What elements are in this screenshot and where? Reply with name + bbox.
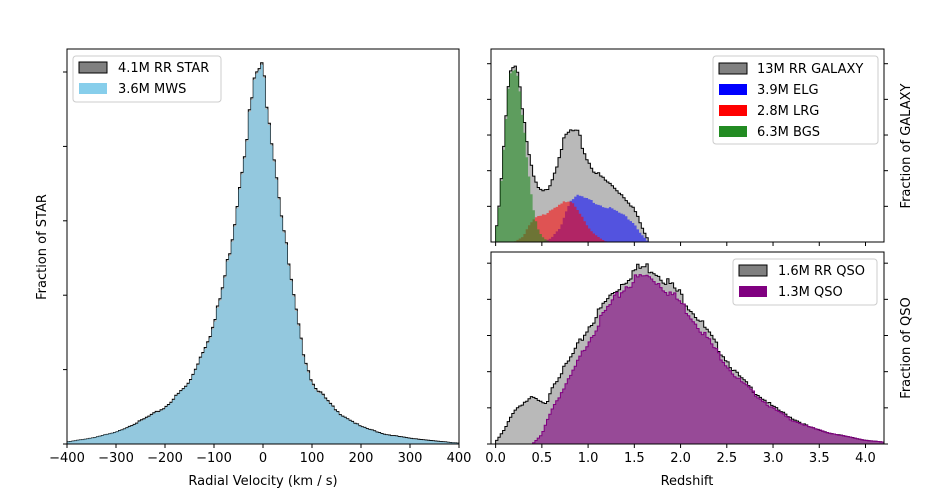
left-x-tick-label: 0 [259,451,267,466]
left-x-tick-label: −300 [98,451,134,466]
left-x-tick-label: 200 [349,451,374,466]
bottom-right-x-tick-label: 2.5 [716,451,737,466]
legend-swatch-lrg [719,105,747,116]
histogram-qso [532,274,885,445]
top-right-legend-box [712,55,879,145]
left-x-tick-label: 100 [300,451,325,466]
left-x-axis-label: Radial Velocity (km / s) [188,474,337,489]
legend-swatch-rr-qso [738,264,768,277]
left-x-ticks: −400 −300 −200 −100 0 100 200 300 400 [49,444,471,466]
bottom-right-x-tick-label: 1.0 [578,451,599,466]
left-x-tick-label: −200 [147,451,183,466]
legend-label-bgs: 6.3M BGS [757,125,820,140]
left-x-tick-label: −100 [196,451,232,466]
legend-label-rr-galaxy: 13M RR GALAXY [757,62,863,77]
legend-label-mws: 3.6M MWS [118,82,186,97]
bottom-right-x-tick-label: 2.0 [670,451,691,466]
bottom-right-axes-frame [490,251,885,445]
left-y-axis-label: Fraction of STAR [35,194,50,300]
histogram-mws [67,64,459,445]
bottom-right-y-axis-label: Fraction of QSO [899,297,914,398]
top-right-y-axis-label: Fraction of GALAXY [899,83,914,208]
top-right-legend: 13M RR GALAXY 3.9M ELG 2.8M LRG 6.3M BGS [712,55,879,145]
bottom-right-x-axis-label: Redshift [661,474,714,489]
legend-label-qso: 1.3M QSO [778,285,843,300]
bottom-right-x-tick-label: 3.5 [809,451,830,466]
left-x-tick-label: 300 [398,451,423,466]
bottom-right-x-tick-label: 4.0 [855,451,876,466]
left-x-tick-label: 400 [447,451,472,466]
top-right-ticks [487,63,888,246]
histogram-bgs [495,69,552,242]
legend-label-rr-star: 4.1M RR STAR [118,61,209,76]
bottom-right-legend-box [732,258,878,306]
legend-swatch-elg [719,84,747,95]
bottom-right-x-tick-label: 0.0 [485,451,506,466]
bottom-right-legend: 1.6M RR QSO 1.3M QSO [732,258,878,306]
left-legend: 4.1M RR STAR 3.6M MWS [72,55,222,103]
legend-label-lrg: 2.8M LRG [757,104,819,119]
legend-label-elg: 3.9M ELG [757,83,819,98]
legend-swatch-qso [739,286,767,297]
bottom-right-series-group [495,263,885,445]
bottom-right-x-ticks: 0.0 0.5 1.0 1.5 2.0 2.5 3.0 3.5 4.0 [485,444,876,466]
bottom-right-x-tick-label: 1.5 [624,451,645,466]
bottom-right-panel: 0.0 0.5 1.0 1.5 2.0 2.5 3.0 3.5 4.0 Redshift Fra… [485,251,914,489]
legend-swatch-rr-galaxy [718,62,748,75]
legend-label-rr-qso: 1.6M RR QSO [778,264,865,279]
bottom-right-x-tick-label: 0.5 [532,451,553,466]
top-right-panel: Fraction of GALAXY 13M RR GALAXY 3.9M EL… [487,48,914,246]
legend-swatch-rr-star [78,61,108,74]
bottom-right-x-tick-label: 3.0 [763,451,784,466]
left-x-tick-label: −400 [49,451,85,466]
left-panel: −400 −300 −200 −100 0 100 200 300 400 Radial Vel… [35,48,471,489]
top-right-axes-frame [490,48,885,243]
left-series-group [66,62,460,445]
left-y-ticks [63,71,67,445]
top-right-series-group [495,65,649,243]
left-legend-box [72,55,222,103]
bottom-right-y-ticks [487,262,888,445]
legend-swatch-bgs [719,126,747,137]
legend-swatch-mws [79,83,107,94]
